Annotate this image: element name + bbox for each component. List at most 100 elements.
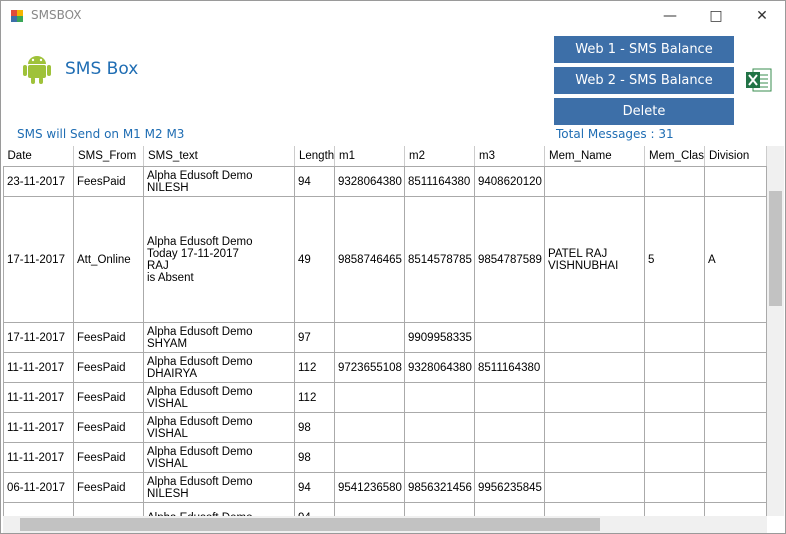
table-cell: FeesPaid <box>73 322 144 353</box>
table-cell <box>704 412 767 443</box>
table-cell: 94 <box>294 502 335 516</box>
table-cell <box>644 352 705 383</box>
table-cell <box>644 502 705 516</box>
table-cell: 94 <box>294 472 335 503</box>
messages-grid: Date SMS_From SMS_text Length m1 m2 m3 Mem_Name… <box>3 146 767 516</box>
window-title: SMSBOX <box>31 8 82 22</box>
excel-button[interactable] <box>745 67 773 93</box>
horizontal-scrollbar[interactable] <box>3 516 767 533</box>
table-cell: Att_Online <box>73 196 144 323</box>
messages-table: Date SMS_From SMS_text Length m1 m2 m3 Mem_Name… <box>3 146 767 516</box>
table-cell <box>334 412 405 443</box>
table-cell: Alpha Edusoft Demo VISHAL <box>143 382 295 413</box>
table-cell <box>334 442 405 473</box>
table-cell <box>474 382 545 413</box>
column-header: SMS_From <box>73 146 144 167</box>
table-cell <box>404 412 475 443</box>
table-cell <box>404 442 475 473</box>
table-cell <box>544 472 645 503</box>
table-cell: FeesPaid <box>73 352 144 383</box>
table-cell: Alpha Edusoft Demo NILESH <box>143 472 295 503</box>
table-row: Alpha Edusoft Demo94 <box>3 502 767 516</box>
close-button[interactable]: ✕ <box>756 8 768 24</box>
table-cell: 9723655108 <box>334 352 405 383</box>
vertical-scrollbar[interactable] <box>767 146 784 516</box>
table-cell: 8511164380 <box>404 166 475 197</box>
table-cell: 8511164380 <box>474 352 545 383</box>
table-cell <box>704 502 767 516</box>
table-cell: 11-11-2017 <box>3 442 74 473</box>
table-cell <box>704 352 767 383</box>
total-messages: Total Messages : 31 <box>556 127 674 141</box>
table-cell: 9408620120 <box>474 166 545 197</box>
table-cell <box>704 472 767 503</box>
table-cell <box>644 166 705 197</box>
table-cell: 17-11-2017 <box>3 196 74 323</box>
web2-balance-button[interactable]: Web 2 - SMS Balance <box>554 67 734 94</box>
table-cell: Alpha Edusoft Demo Today 17-11-2017 RAJ … <box>143 196 295 323</box>
table-row: 11-11-2017 FeesPaid Alpha Edusoft Demo VIS… <box>3 412 767 443</box>
column-header: Date <box>3 146 74 167</box>
table-cell: FeesPaid <box>73 166 144 197</box>
table-cell <box>474 502 545 516</box>
table-cell: 94 <box>294 166 335 197</box>
column-header: Mem_Name <box>544 146 645 167</box>
window-icon <box>11 10 23 22</box>
table-cell: Alpha Edusoft Demo SHYAM <box>143 322 295 353</box>
table-cell: Alpha Edusoft Demo DHAIRYA <box>143 352 295 383</box>
table-cell <box>644 472 705 503</box>
table-cell: 112 <box>294 382 335 413</box>
table-cell <box>644 442 705 473</box>
table-cell: 98 <box>294 442 335 473</box>
table-cell <box>704 322 767 353</box>
table-row: 23-11-2017 FeesPaid Alpha Edusoft Demo NIL… <box>3 166 767 197</box>
table-cell: Alpha Edusoft Demo NILESH <box>143 166 295 197</box>
table-cell: 9541236580 <box>334 472 405 503</box>
web1-balance-button[interactable]: Web 1 - SMS Balance <box>554 36 734 63</box>
table-cell <box>704 382 767 413</box>
table-cell: Alpha Edusoft Demo VISHAL <box>143 442 295 473</box>
table-cell: 11-11-2017 <box>3 412 74 443</box>
android-icon <box>23 56 51 84</box>
table-cell <box>544 382 645 413</box>
column-header: Length <box>294 146 335 167</box>
table-cell <box>404 502 475 516</box>
table-cell: 5 <box>644 196 705 323</box>
table-cell: 9858746465 <box>334 196 405 323</box>
table-row: 17-11-2017 Att_Online Alpha Edusoft Demo T… <box>3 196 767 323</box>
column-header: Division <box>704 146 767 167</box>
table-row: 17-11-2017 FeesPaid Alpha Edusoft Demo SHY… <box>3 322 767 353</box>
column-header: Mem_Class <box>644 146 705 167</box>
table-cell: 9909958335 <box>404 322 475 353</box>
table-cell: 17-11-2017 <box>3 322 74 353</box>
table-row: 11-11-2017 FeesPaid Alpha Edusoft Demo VIS… <box>3 442 767 473</box>
table-cell: Alpha Edusoft Demo <box>143 502 295 516</box>
table-cell: 9328064380 <box>404 352 475 383</box>
table-cell <box>544 166 645 197</box>
table-cell: 112 <box>294 352 335 383</box>
table-cell: 11-11-2017 <box>3 382 74 413</box>
delete-button[interactable]: Delete <box>554 98 734 125</box>
table-cell <box>73 502 144 516</box>
table-cell <box>544 442 645 473</box>
column-header: SMS_text <box>143 146 295 167</box>
table-row: 11-11-2017 FeesPaid Alpha Edusoft Demo DHA… <box>3 352 767 383</box>
column-header: m2 <box>404 146 475 167</box>
table-cell: Alpha Edusoft Demo VISHAL <box>143 412 295 443</box>
app-name: SMS Box <box>65 59 139 79</box>
send-info: SMS will Send on M1 M2 M3 <box>17 127 185 141</box>
table-cell <box>644 412 705 443</box>
minimize-button[interactable]: — <box>663 8 677 24</box>
maximize-button[interactable]: □ <box>709 8 723 24</box>
table-cell <box>404 382 475 413</box>
table-cell: 9956235845 <box>474 472 545 503</box>
table-cell <box>544 322 645 353</box>
table-cell: 23-11-2017 <box>3 166 74 197</box>
table-cell: 8514578785 <box>404 196 475 323</box>
table-cell: 11-11-2017 <box>3 352 74 383</box>
table-cell: FeesPaid <box>73 382 144 413</box>
table-cell <box>644 382 705 413</box>
table-row: 11-11-2017 FeesPaid Alpha Edusoft Demo VIS… <box>3 382 767 413</box>
table-cell <box>544 502 645 516</box>
